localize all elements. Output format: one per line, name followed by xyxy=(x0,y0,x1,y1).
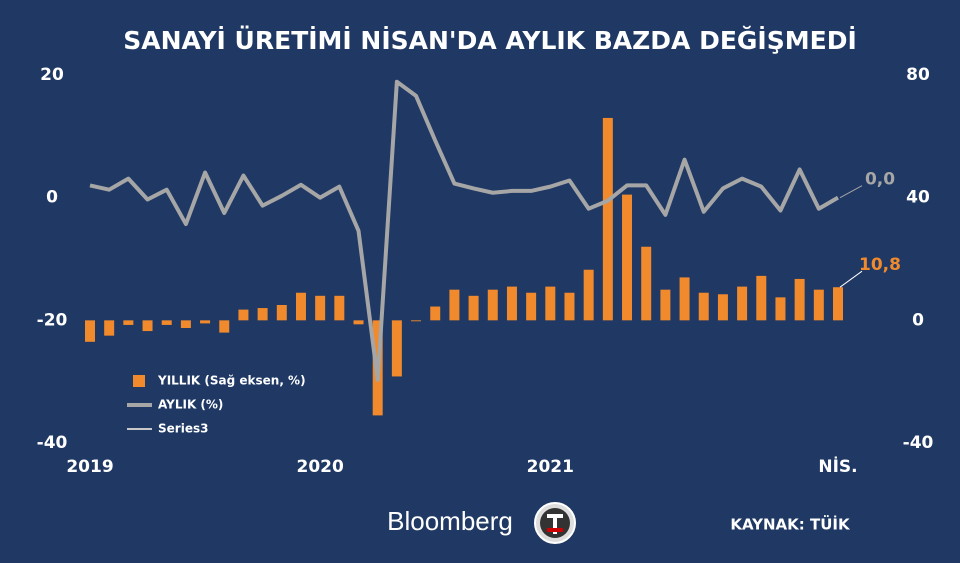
bar xyxy=(487,289,498,321)
bar xyxy=(430,306,441,321)
line xyxy=(89,79,839,382)
y-tick-label: 20 xyxy=(40,65,64,85)
bar xyxy=(449,289,460,321)
bar xyxy=(276,305,287,321)
bar xyxy=(526,292,537,321)
brand: Bloomberg xyxy=(387,506,513,536)
bar xyxy=(660,289,671,321)
bar xyxy=(602,117,613,321)
bar xyxy=(641,246,652,321)
bar xyxy=(238,309,249,321)
bar xyxy=(564,292,575,321)
legend-label: Series3 xyxy=(158,422,208,436)
y2-tick-label: -40 xyxy=(903,433,934,453)
bar xyxy=(142,320,153,332)
bar xyxy=(698,292,709,321)
bar xyxy=(200,320,211,324)
bar xyxy=(411,320,422,322)
bar xyxy=(219,320,230,333)
bar xyxy=(583,269,594,321)
legend-label: YILLIK (Sağ eksen, %) xyxy=(157,374,306,388)
bar xyxy=(334,295,345,321)
bar xyxy=(756,275,767,321)
bar xyxy=(180,320,191,328)
bar xyxy=(622,194,633,321)
y2-tick-label: 40 xyxy=(906,188,930,208)
bar xyxy=(315,295,326,321)
leader-line xyxy=(839,185,863,199)
bar xyxy=(717,294,728,321)
bar xyxy=(104,320,115,336)
leader-line xyxy=(839,270,863,288)
data-label: 0,0 xyxy=(865,170,895,190)
bar xyxy=(775,297,786,321)
x-tick-label: NİS. xyxy=(818,455,857,477)
bar xyxy=(506,286,517,321)
bar xyxy=(257,308,268,321)
x-tick-label: 2020 xyxy=(296,457,343,477)
source: KAYNAK: TÜİK xyxy=(730,515,851,534)
chart-title: SANAYİ ÜRETİMİ NİSAN'DA AYLIK BAZDA DEĞİ… xyxy=(123,25,857,55)
bar xyxy=(85,320,95,342)
y2-tick-label: 80 xyxy=(906,65,930,85)
bar xyxy=(737,286,748,321)
bar xyxy=(468,295,479,321)
y-tick-label: -40 xyxy=(37,433,68,453)
bar xyxy=(833,287,843,321)
bar xyxy=(161,320,172,325)
bar xyxy=(545,286,556,321)
legend-swatch xyxy=(133,375,145,387)
bar xyxy=(353,320,364,325)
y-tick-label: 0 xyxy=(46,188,58,208)
x-tick-label: 2021 xyxy=(527,457,574,477)
bar xyxy=(813,289,824,321)
legend-label: AYLIK (%) xyxy=(158,398,223,412)
ht-logo xyxy=(534,502,576,544)
data-label: 10,8 xyxy=(859,255,901,275)
bar xyxy=(123,320,134,325)
x-tick-label: 2019 xyxy=(66,457,113,477)
y2-tick-label: 0 xyxy=(912,310,924,330)
y-tick-label: -20 xyxy=(37,310,68,330)
bar xyxy=(679,277,690,321)
bar xyxy=(295,292,306,321)
bar xyxy=(794,278,805,321)
bar xyxy=(391,320,402,377)
